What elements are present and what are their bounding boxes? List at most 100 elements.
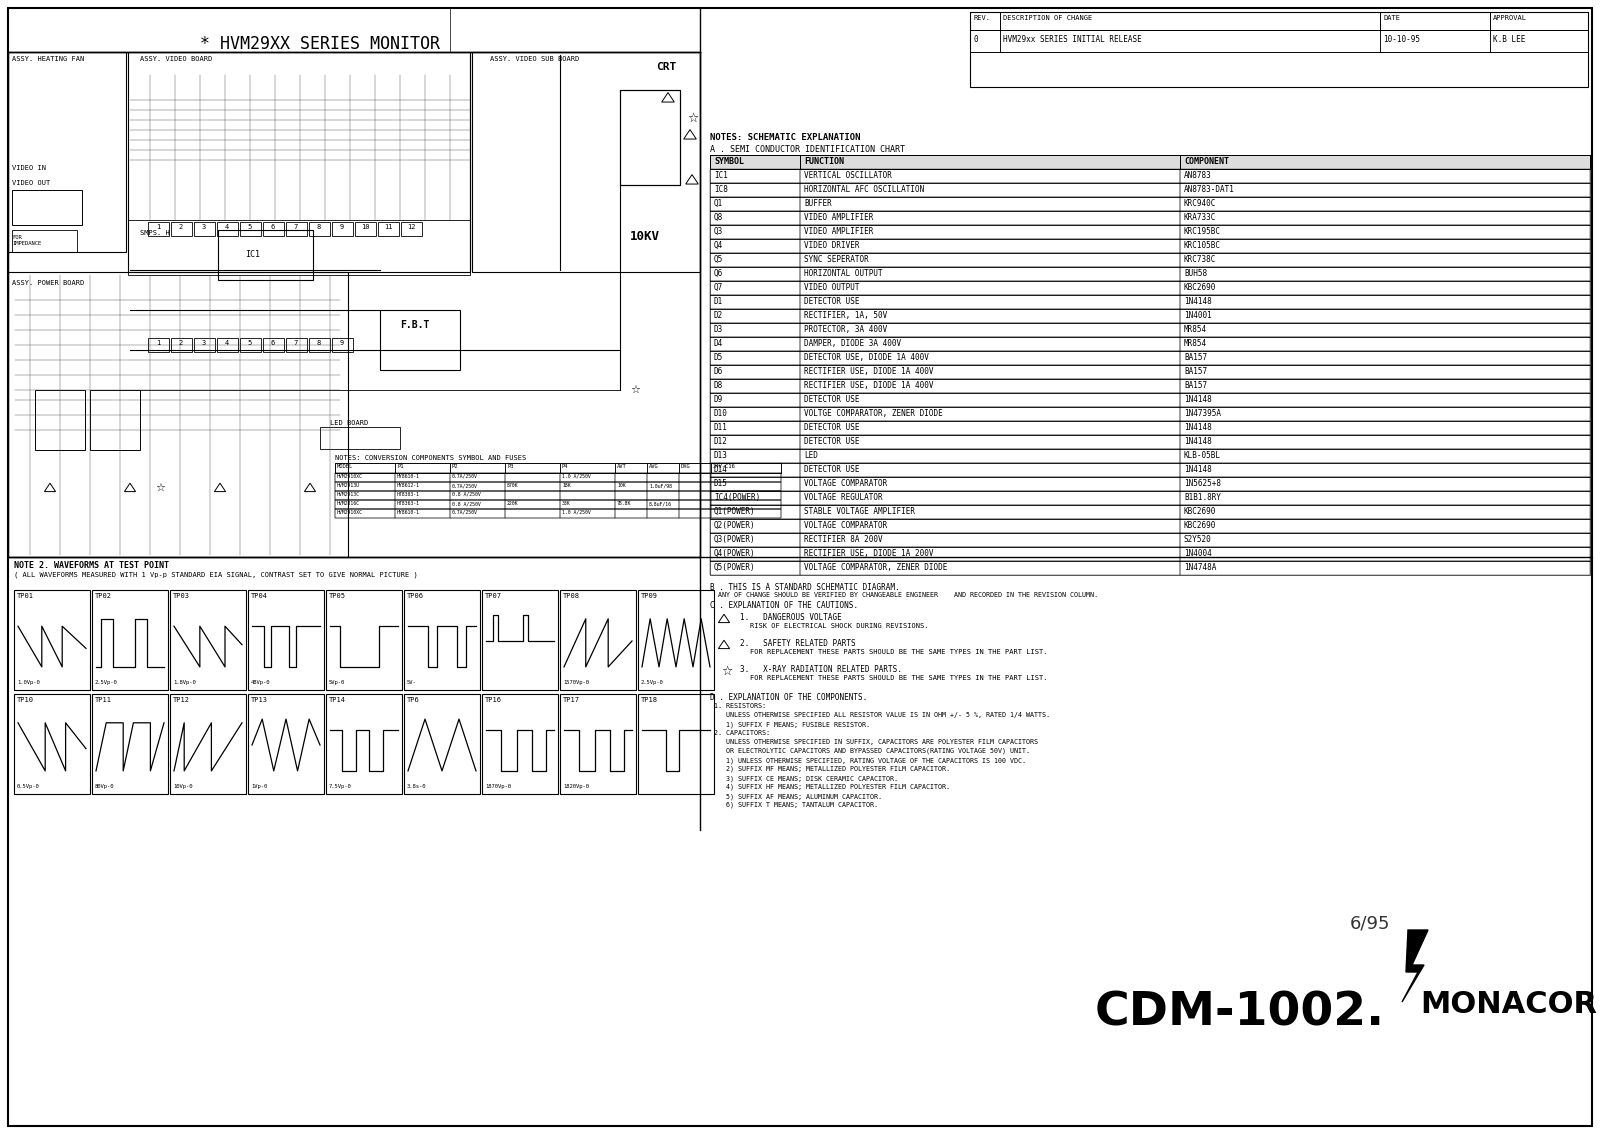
Text: 3.   X-RAY RADIATION RELATED PARTS.: 3. X-RAY RADIATION RELATED PARTS. <box>739 665 902 674</box>
Bar <box>710 482 781 491</box>
Bar <box>710 449 800 463</box>
Text: TP01: TP01 <box>18 593 34 599</box>
Text: AVT: AVT <box>618 464 627 469</box>
Bar <box>1181 253 1590 266</box>
Bar <box>1000 12 1379 29</box>
Text: 1) SUFFIX F MEANS; FUSIBLE RESISTOR.: 1) SUFFIX F MEANS; FUSIBLE RESISTOR. <box>714 721 870 728</box>
Bar <box>800 463 1181 477</box>
Text: CDM-1002.: CDM-1002. <box>1094 990 1386 1035</box>
Bar <box>1379 29 1490 52</box>
Text: 5V-: 5V- <box>406 680 416 685</box>
Text: 2.   SAFETY RELATED PARTS: 2. SAFETY RELATED PARTS <box>739 638 856 648</box>
Bar <box>800 253 1181 266</box>
Bar <box>710 477 800 491</box>
Text: D9: D9 <box>714 395 723 404</box>
Bar <box>970 29 1000 52</box>
Text: 2. CAPACITORS:: 2. CAPACITORS: <box>714 730 770 736</box>
Text: S2Y520: S2Y520 <box>1184 535 1211 544</box>
Bar <box>333 338 354 352</box>
Bar <box>800 519 1181 533</box>
Text: D4: D4 <box>714 339 723 348</box>
Bar <box>1181 281 1590 295</box>
Text: P1: P1 <box>397 464 403 469</box>
Bar <box>710 155 1590 169</box>
Bar <box>170 590 246 689</box>
Bar <box>1181 295 1590 308</box>
Text: ASSY. POWER BOARD: ASSY. POWER BOARD <box>13 280 85 286</box>
Bar <box>710 352 1590 365</box>
Bar <box>678 491 710 500</box>
Bar <box>710 253 1590 266</box>
Text: 1.8Vp-0: 1.8Vp-0 <box>173 680 195 685</box>
Text: VOLTAGE REGULATOR: VOLTAGE REGULATOR <box>805 493 883 502</box>
Bar <box>402 222 422 236</box>
Bar <box>309 338 330 352</box>
Bar <box>560 500 614 509</box>
Bar <box>710 393 800 407</box>
Bar <box>334 473 395 482</box>
Text: TP10: TP10 <box>18 697 34 703</box>
Text: 6: 6 <box>270 340 275 346</box>
Bar <box>710 183 1590 197</box>
Text: HY8610-1: HY8610-1 <box>397 510 419 515</box>
Bar <box>638 590 714 689</box>
Bar <box>560 590 637 689</box>
Text: KLB-05BL: KLB-05BL <box>1184 451 1221 460</box>
Text: TP06: TP06 <box>406 593 424 599</box>
Bar <box>1181 183 1590 197</box>
Bar <box>800 225 1181 239</box>
Bar <box>506 509 560 518</box>
Text: Q3(POWER): Q3(POWER) <box>714 535 755 544</box>
Bar <box>710 225 800 239</box>
Bar <box>800 239 1181 253</box>
Text: 1.0Vp-0: 1.0Vp-0 <box>18 680 40 685</box>
Bar <box>800 197 1181 211</box>
Bar <box>800 477 1181 491</box>
Bar <box>614 473 646 482</box>
Text: TP07: TP07 <box>485 593 502 599</box>
Text: 8: 8 <box>317 225 322 230</box>
Text: BUH58: BUH58 <box>1184 269 1206 278</box>
Bar <box>334 473 781 482</box>
Text: TP13: TP13 <box>251 697 269 703</box>
Bar <box>128 220 470 276</box>
Text: 1820Vp-0: 1820Vp-0 <box>563 784 589 789</box>
Text: 78.8K: 78.8K <box>618 501 632 506</box>
Bar <box>171 222 192 236</box>
Text: TP11: TP11 <box>94 697 112 703</box>
Text: TP03: TP03 <box>173 593 190 599</box>
Bar <box>286 338 307 352</box>
Bar <box>646 500 678 509</box>
Text: OR ELECTROLYTIC CAPACITORS AND BYPASSED CAPACITORS(RATING VOLTAGE 50V) UNIT.: OR ELECTROLYTIC CAPACITORS AND BYPASSED … <box>714 748 1030 754</box>
Bar <box>240 222 261 236</box>
Text: RECTIFIER 8A 200V: RECTIFIER 8A 200V <box>805 535 883 544</box>
Bar <box>800 266 1181 281</box>
Text: HORIZONTAL AFC OSCILLATION: HORIZONTAL AFC OSCILLATION <box>805 185 925 194</box>
Bar <box>334 463 781 473</box>
Bar <box>334 500 395 509</box>
Text: F.B.T: F.B.T <box>400 320 429 330</box>
Text: IC8: IC8 <box>714 185 728 194</box>
Text: STABLE VOLTAGE AMPLIFIER: STABLE VOLTAGE AMPLIFIER <box>805 507 915 516</box>
Text: DETECTOR USE: DETECTOR USE <box>805 423 859 432</box>
Bar <box>1181 561 1590 575</box>
Bar <box>395 500 450 509</box>
Text: DETECTOR USE: DETECTOR USE <box>805 297 859 306</box>
Bar <box>1181 211 1590 225</box>
Bar <box>320 428 400 449</box>
Text: 2: 2 <box>179 225 182 230</box>
Bar <box>194 338 214 352</box>
Text: 5Vp-0: 5Vp-0 <box>330 680 346 685</box>
Bar <box>638 694 714 794</box>
Bar <box>710 477 1590 491</box>
Text: 5: 5 <box>248 340 253 346</box>
Bar <box>128 52 470 272</box>
Bar <box>1181 266 1590 281</box>
Bar <box>646 463 678 473</box>
Text: VIDEO IN: VIDEO IN <box>13 166 46 171</box>
Text: 3.8s-0: 3.8s-0 <box>406 784 427 789</box>
Text: 5) SUFFIX AF MEANS; ALUMINUM CAPACITOR.: 5) SUFFIX AF MEANS; ALUMINUM CAPACITOR. <box>714 793 882 799</box>
Bar <box>800 295 1181 308</box>
Bar <box>8 52 701 557</box>
Bar <box>678 473 710 482</box>
